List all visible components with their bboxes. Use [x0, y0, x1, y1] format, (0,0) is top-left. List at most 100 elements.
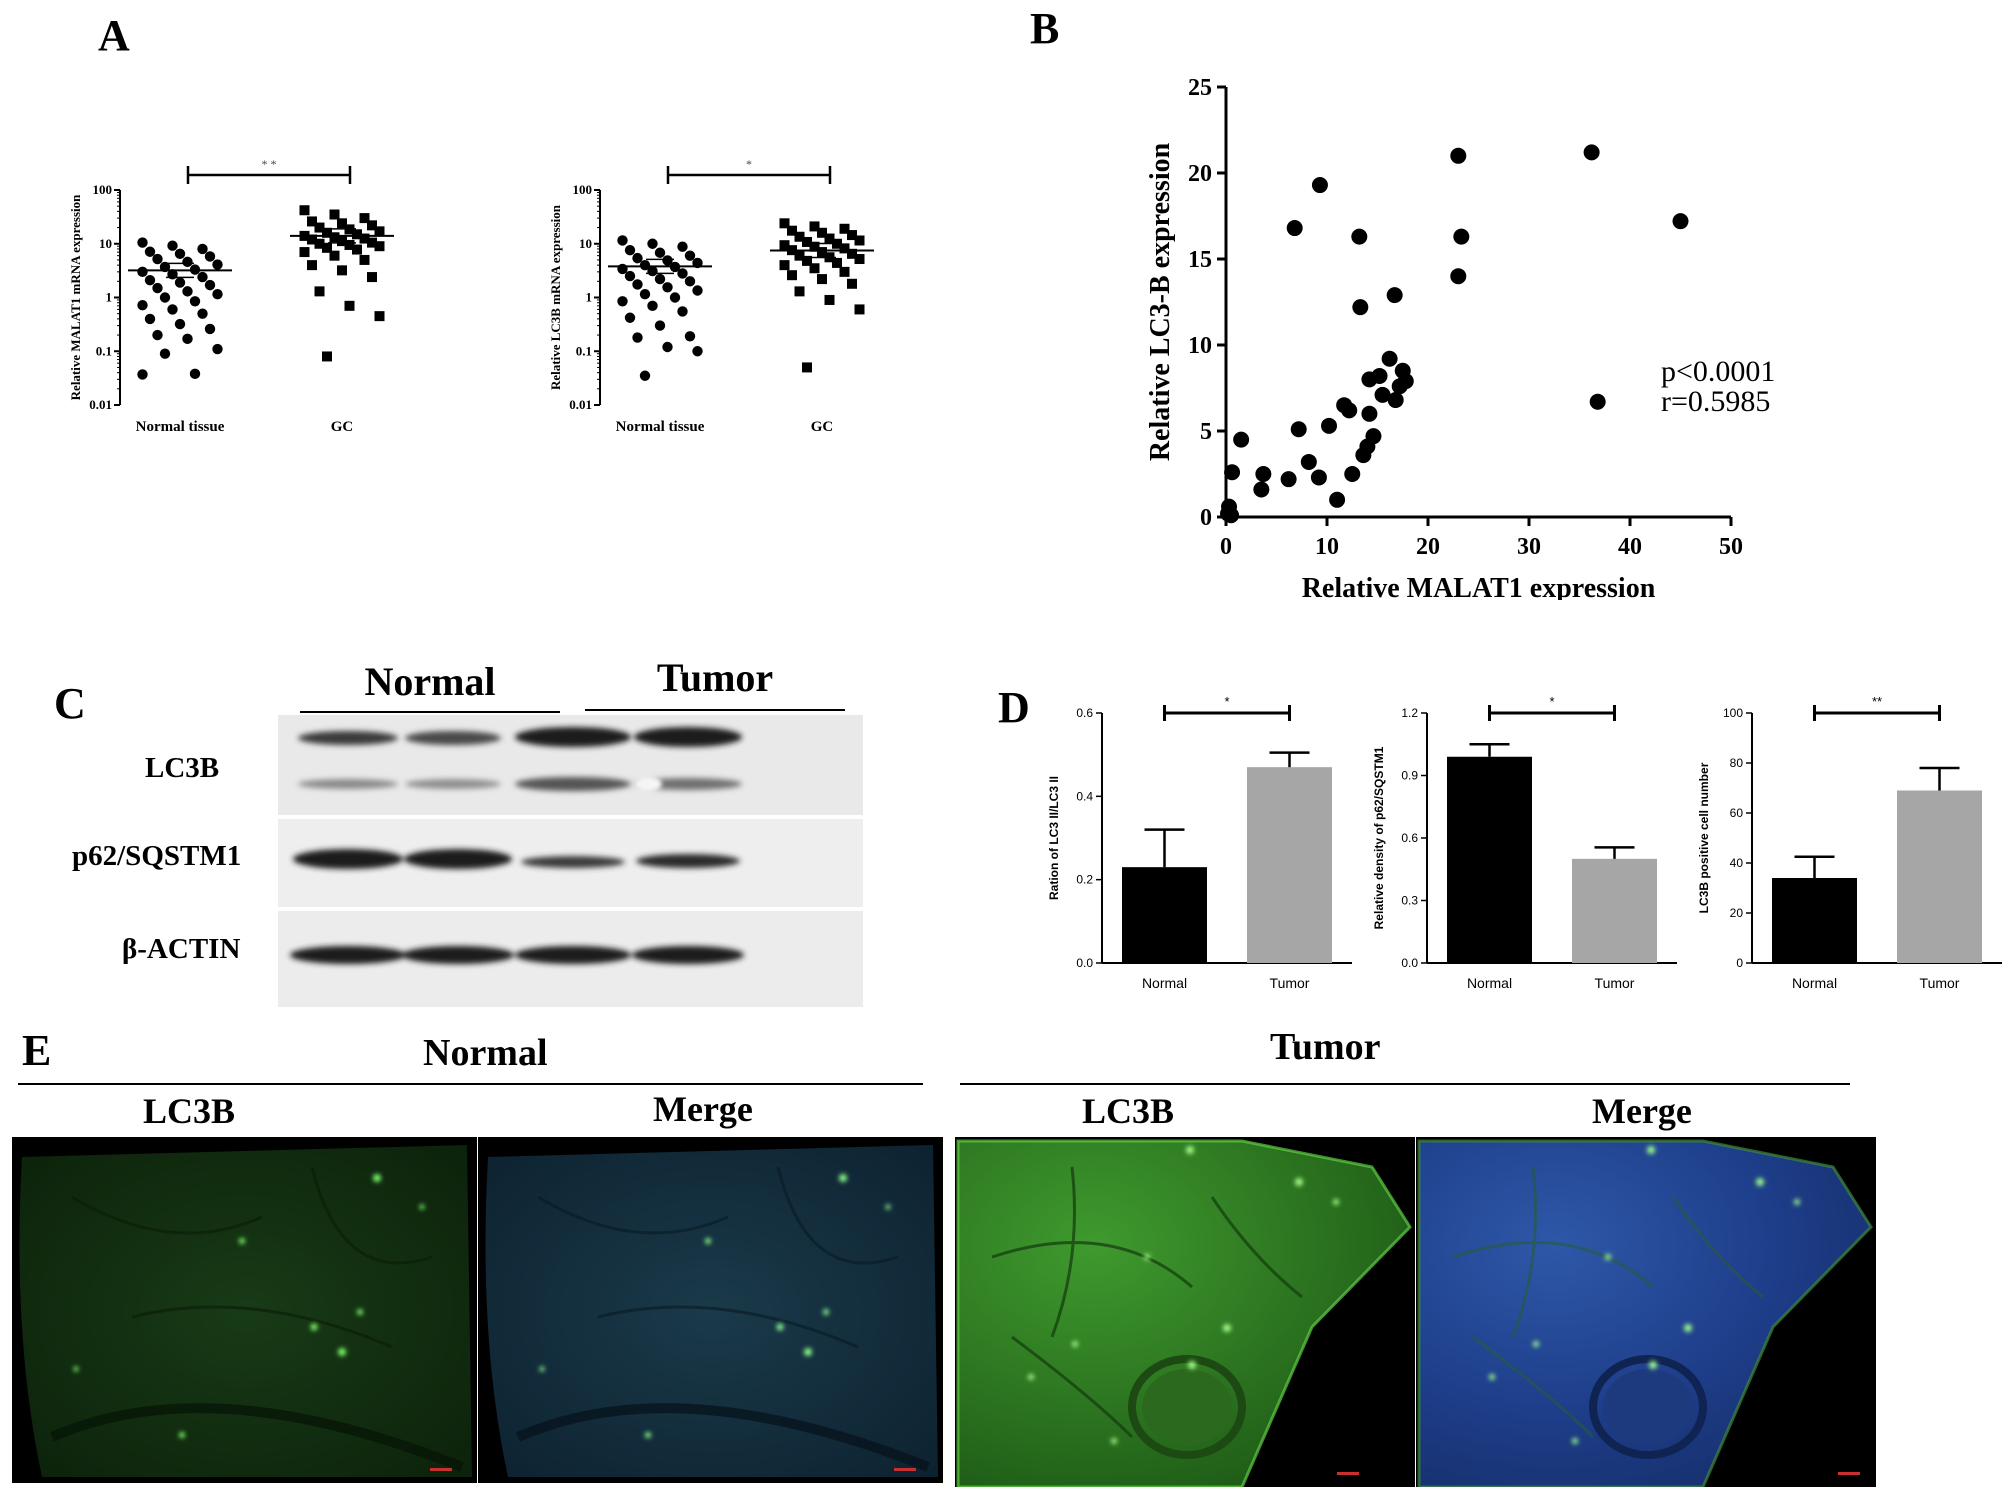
data-point — [1290, 421, 1307, 438]
x-tick-label: 10 — [1315, 534, 1339, 560]
y-tick-label: 100 — [573, 182, 593, 197]
p-value-annotation: p<0.0001 — [1661, 355, 1775, 388]
data-point-gc — [779, 218, 790, 229]
data-point — [1286, 220, 1303, 237]
y-tick-label: 0 — [1200, 505, 1212, 531]
significance-label: * — [1224, 694, 1229, 709]
x-category-label: Tumor — [1920, 975, 1960, 991]
data-point-gc — [832, 238, 842, 249]
data-point-gc — [307, 234, 317, 245]
data-point-normal — [159, 292, 171, 303]
data-point-normal — [624, 270, 636, 282]
data-point-normal — [204, 279, 216, 291]
data-point-normal — [654, 273, 666, 285]
y-tick-label: 10 — [579, 236, 592, 251]
data-point — [1450, 147, 1467, 164]
y-tick-label: 80 — [1730, 756, 1744, 770]
data-point-gc — [352, 244, 362, 255]
data-point-normal — [189, 368, 201, 380]
data-point-gc — [854, 235, 865, 246]
data-point — [1361, 405, 1378, 422]
y-tick-label: 0 — [1736, 956, 1743, 970]
y-axis-label: Relative LC3-B expression — [1145, 142, 1176, 461]
data-point-normal — [159, 348, 171, 359]
y-tick-label: 0.3 — [1401, 894, 1418, 908]
data-point — [1371, 367, 1388, 384]
y-tick-label: 15 — [1188, 247, 1212, 273]
data-point-gc — [787, 225, 797, 236]
x-category-label: Normal — [1792, 975, 1837, 991]
blot-row-p62-label: p62/SQSTM1 — [72, 840, 242, 872]
data-point-gc — [847, 278, 857, 289]
data-point — [1300, 453, 1317, 470]
blot-group-tumor-line — [585, 709, 845, 711]
data-point-normal — [182, 256, 193, 268]
data-point-normal — [174, 248, 186, 260]
data-point-gc — [322, 351, 332, 362]
data-point-gc — [367, 220, 377, 231]
lc3-ratio-bar-chart: 0.0 0.2 0.4 0.6 Ration of LC3 II/LC3 II Norma… — [1047, 694, 1352, 991]
lc3b-dot-plot: 0.01 0.1 1 10 100 Relative LC3B mRNA expressi… — [548, 157, 874, 435]
data-point-gc — [367, 272, 377, 283]
y-tick-label: 20 — [1188, 161, 1212, 187]
data-point-normal — [152, 282, 163, 294]
fluorescence-tumor-lc3b-image — [955, 1137, 1415, 1487]
data-point-gc — [824, 233, 835, 244]
data-point-normal — [632, 252, 643, 264]
fluorescence-normal-lc3b-image — [12, 1137, 477, 1483]
fluorescence-tumor-rule — [960, 1083, 1850, 1085]
data-point — [1386, 287, 1403, 304]
data-point-normal — [662, 282, 673, 293]
y-tick-label: 1 — [586, 290, 593, 305]
data-point-gc — [839, 223, 850, 234]
data-point-normal — [212, 343, 223, 355]
y-tick-label: 0.1 — [576, 343, 592, 358]
data-point-gc — [314, 286, 325, 297]
blot-group-normal: Normal — [300, 658, 560, 713]
data-point-normal — [189, 296, 201, 307]
correlation-scatter: 0 5 10 15 20 25 0 10 20 30 40 50 Relative MALAT1 exp… — [1145, 75, 1775, 600]
data-point — [1329, 491, 1346, 508]
data-point-normal — [632, 279, 643, 290]
significance-label: * — [1549, 694, 1554, 709]
data-point-gc — [839, 243, 850, 254]
data-point — [1233, 431, 1250, 448]
fluorescence-tumor-title: Tumor — [1270, 1026, 1381, 1068]
data-point-normal — [167, 240, 178, 251]
fluorescence-normal-rule — [18, 1083, 923, 1085]
data-point-gc — [337, 265, 347, 276]
data-point — [1672, 213, 1689, 230]
data-point — [1344, 466, 1361, 482]
western-blot-image — [278, 715, 863, 1007]
data-point-gc — [817, 247, 827, 258]
data-point-gc — [824, 294, 835, 305]
data-point-normal — [617, 263, 628, 275]
data-point-gc — [314, 222, 325, 233]
data-point-normal — [144, 246, 156, 257]
data-point-gc — [374, 241, 385, 252]
y-tick-label: 5 — [1200, 419, 1212, 445]
data-point-gc — [854, 304, 865, 315]
data-point-normal — [144, 313, 156, 325]
r-value-annotation: r=0.5985 — [1661, 385, 1770, 418]
x-category-label: Tumor — [1595, 975, 1635, 991]
data-point-normal — [197, 271, 208, 283]
p62-density-bar-chart: 0.0 0.3 0.6 0.9 1.2 Relative density of p62/S… — [1372, 694, 1677, 991]
panel-letter-b: B — [1030, 4, 1060, 53]
data-point-normal — [647, 300, 658, 312]
data-point — [1365, 428, 1382, 445]
data-point-gc — [854, 254, 865, 265]
data-point — [1253, 481, 1270, 498]
y-tick-label: 100 — [1723, 706, 1743, 720]
data-point-gc — [847, 248, 857, 259]
data-point-gc — [832, 257, 842, 268]
data-point-normal — [137, 299, 148, 311]
data-point-normal — [144, 274, 156, 286]
data-point-gc — [344, 300, 355, 311]
bar-normal — [1122, 867, 1207, 963]
fluorescence-tumor-lc3b-label: LC3B — [1082, 1091, 1175, 1131]
data-point-gc — [794, 250, 805, 261]
y-tick-label: 10 — [99, 236, 112, 251]
data-point-gc — [779, 240, 790, 251]
significance-label: * * — [262, 157, 277, 171]
